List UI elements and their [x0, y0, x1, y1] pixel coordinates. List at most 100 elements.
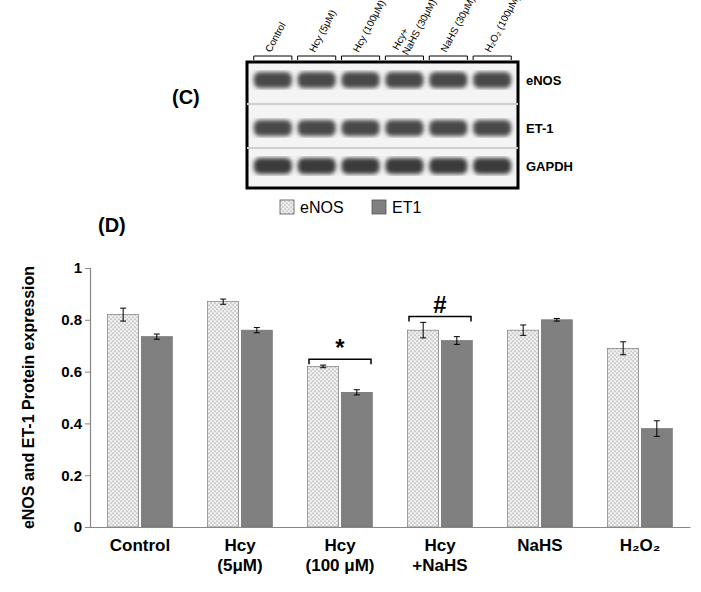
tick-mark: [85, 527, 90, 528]
blot-band: [473, 120, 511, 136]
error-bar: [454, 337, 460, 345]
tick-label: Hcy+NaHS: [412, 536, 467, 575]
tick-label: H₂O₂: [620, 536, 661, 555]
legend-label: ET1: [392, 199, 421, 216]
error-bar: [420, 322, 426, 338]
lane-label: Hcy+NaHS (30μM): [390, 0, 438, 57]
blot-band: [385, 72, 423, 88]
lane-label: NaHS (30μM): [438, 0, 477, 54]
error-bar: [220, 299, 226, 304]
legend-label: eNOS: [300, 199, 344, 216]
tick-mark: [85, 268, 90, 269]
tick: 0.4: [61, 415, 90, 432]
tick: NaHS: [517, 527, 562, 555]
tick-label: Hcy(100 μM): [306, 536, 375, 575]
bar: [208, 302, 239, 527]
lane-label: Hcy (5μM): [307, 8, 338, 54]
tick: 0.8: [61, 311, 90, 328]
tick-label: 0.4: [61, 415, 83, 432]
tick-mark: [85, 320, 90, 321]
tick: 0.6: [61, 363, 90, 380]
title: (D): [98, 214, 126, 236]
tick: 0: [74, 518, 90, 535]
blot-band: [385, 158, 423, 174]
tick: 0.2: [61, 467, 90, 484]
lane-label: Hcy (100μM): [351, 0, 388, 54]
lane-bracket: [254, 56, 292, 60]
tick: Hcy(100 μM): [306, 527, 375, 575]
row-label: eNOS: [526, 73, 562, 88]
bar: [641, 429, 672, 527]
error-bar: [320, 365, 326, 368]
tick-label: 1: [74, 259, 82, 276]
error-bar: [254, 328, 260, 333]
bar: [441, 341, 472, 527]
lane-label: H₂O₂ (100μM): [482, 0, 521, 54]
error-bar: [354, 390, 360, 395]
tick-label: Control: [110, 536, 170, 555]
blot-band: [298, 158, 336, 174]
error-bar: [520, 325, 526, 335]
blot-band: [342, 72, 380, 88]
blot-band: [342, 120, 380, 136]
row-label: GAPDH: [526, 159, 573, 174]
blot-band: [342, 158, 380, 174]
x-axis: Control Hcy(5μM) Hcy(100 μM) Hcy+NaHS NaHS H₂…: [91, 527, 691, 575]
blot-band: [473, 158, 511, 174]
lane-bracket: [385, 56, 423, 60]
blot-band: [429, 72, 467, 88]
tick-label: NaHS: [517, 536, 562, 555]
axis-line: [85, 269, 91, 528]
figure: (C)eNOSET-1GAPDHControlHcy (5μM)Hcy (100…: [0, 0, 701, 592]
tick: H₂O₂: [620, 527, 661, 555]
tick-mark: [85, 475, 90, 476]
error-bar: [620, 342, 626, 355]
bar: [141, 337, 172, 527]
blot-band: [298, 72, 336, 88]
error-bar: [120, 308, 126, 321]
blot-band: [254, 158, 292, 174]
lane-label: Control: [263, 20, 288, 54]
error-bar: [154, 334, 160, 339]
error-bar: [654, 421, 660, 437]
bar: [508, 330, 539, 527]
bar: [608, 348, 639, 527]
tick-label: 0.8: [61, 311, 82, 328]
tick: Control: [110, 527, 170, 555]
y-axis-title: eNOS and ET-1 Protein expression: [20, 266, 37, 529]
row-separator: [247, 103, 518, 105]
tick-label: Hcy(5μM): [217, 536, 262, 575]
blot-panel: (C)eNOSET-1GAPDHControlHcy (5μM)Hcy (100…: [172, 0, 573, 188]
tick: 1: [74, 259, 90, 276]
tick-label: 0.6: [61, 363, 82, 380]
tick-label: 0.2: [61, 467, 82, 484]
lane-bracket: [429, 56, 467, 60]
bar: [308, 366, 339, 527]
lane-bracket: [473, 56, 511, 60]
tick-label: 0: [74, 518, 82, 535]
plot-area: [108, 299, 673, 527]
blot-band: [254, 72, 292, 88]
bar: [408, 330, 439, 527]
bar: [241, 330, 272, 527]
blot-band: [298, 120, 336, 136]
bar: [541, 320, 572, 527]
tick: Hcy(5μM): [217, 527, 262, 575]
legend-swatch: [280, 200, 294, 214]
lane-bracket: [298, 56, 336, 60]
blot-band: [429, 120, 467, 136]
blot-band: [254, 120, 292, 136]
blot-band: [385, 120, 423, 136]
blot-frame: [247, 62, 518, 188]
panel-label: (C): [172, 86, 200, 108]
annotation: #: [433, 291, 446, 318]
row-separator: [247, 147, 518, 149]
bar: [108, 315, 139, 527]
tick-mark: [85, 423, 90, 424]
error-bar: [554, 319, 560, 322]
y-axis: 0 0.2 0.4 0.6 0.8 1: [61, 259, 90, 535]
tick: Hcy+NaHS: [412, 527, 467, 575]
bar: [341, 392, 372, 527]
blot-band: [473, 72, 511, 88]
legend-swatch: [372, 200, 386, 214]
